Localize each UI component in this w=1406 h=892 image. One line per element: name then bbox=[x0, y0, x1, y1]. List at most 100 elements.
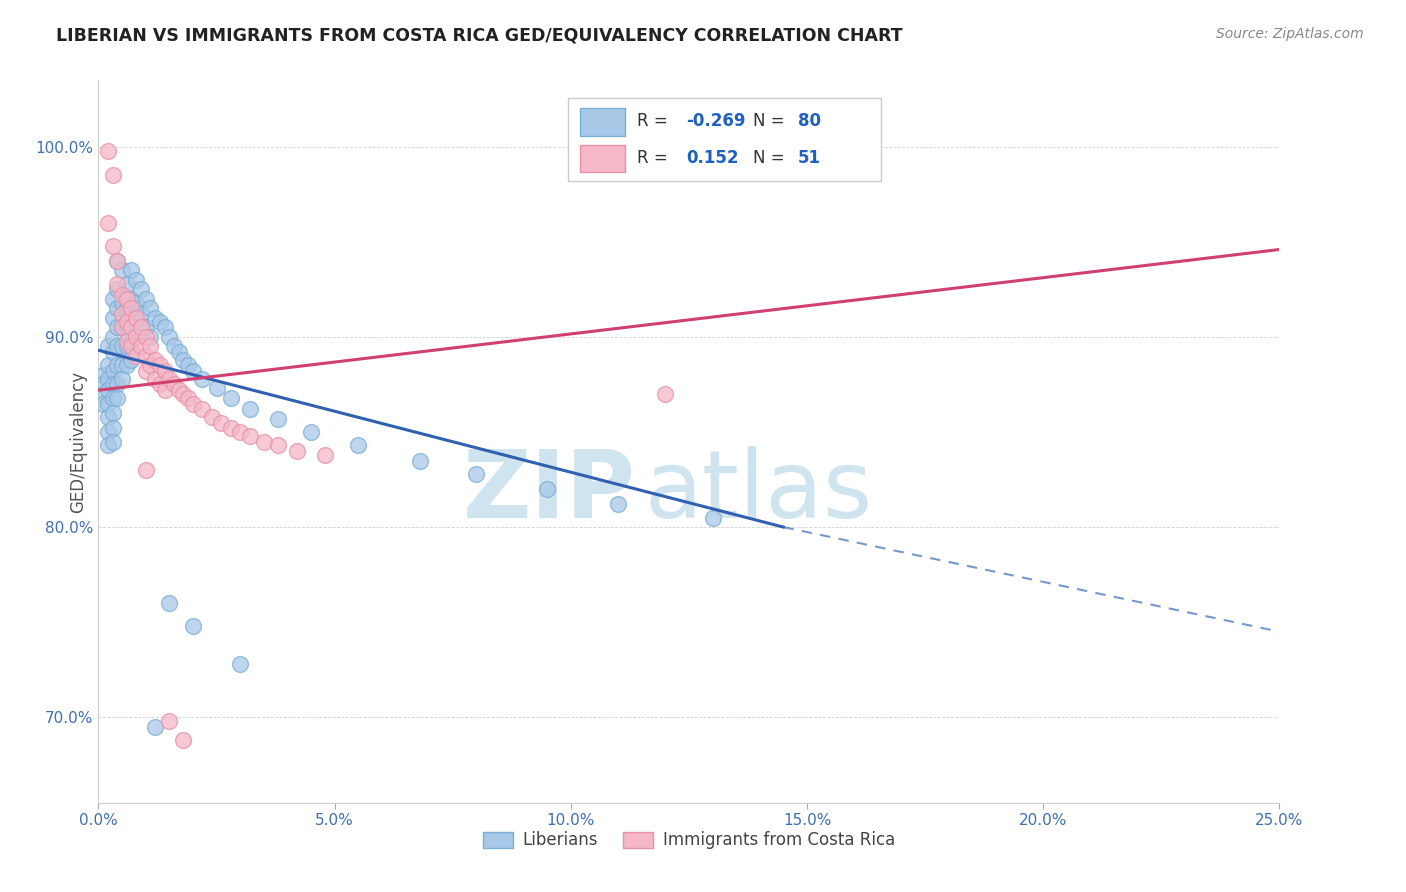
Point bbox=[167, 383, 190, 397]
Point bbox=[314, 448, 336, 462]
Point bbox=[121, 292, 143, 306]
Point bbox=[105, 320, 128, 334]
Point bbox=[111, 288, 134, 302]
Text: R =: R = bbox=[637, 112, 673, 130]
Point bbox=[111, 320, 134, 334]
Point bbox=[139, 359, 162, 373]
Point bbox=[121, 263, 143, 277]
Point bbox=[285, 444, 308, 458]
Point bbox=[111, 263, 134, 277]
Point bbox=[267, 411, 290, 425]
Point bbox=[149, 315, 172, 329]
Point bbox=[181, 364, 204, 378]
Point bbox=[219, 421, 242, 435]
Point bbox=[101, 345, 124, 359]
Text: atlas: atlas bbox=[644, 446, 872, 538]
Point bbox=[139, 339, 162, 353]
Point bbox=[125, 315, 148, 329]
Point bbox=[105, 391, 128, 405]
Point bbox=[97, 425, 120, 439]
Point bbox=[115, 292, 138, 306]
Point bbox=[97, 216, 120, 230]
Point bbox=[101, 391, 124, 405]
Point bbox=[105, 282, 128, 296]
Point bbox=[91, 368, 114, 382]
Point bbox=[97, 372, 120, 386]
Point bbox=[115, 359, 138, 373]
Point bbox=[121, 352, 143, 367]
Point bbox=[115, 334, 138, 348]
Point bbox=[97, 144, 120, 158]
Point bbox=[125, 273, 148, 287]
Point bbox=[191, 372, 214, 386]
Point bbox=[153, 320, 176, 334]
Point bbox=[219, 391, 242, 405]
Point bbox=[135, 364, 157, 378]
Point bbox=[115, 339, 138, 353]
Point bbox=[163, 339, 186, 353]
Point bbox=[135, 292, 157, 306]
Point bbox=[101, 169, 124, 183]
Point bbox=[157, 596, 180, 610]
Point bbox=[101, 434, 124, 449]
Point bbox=[239, 402, 262, 417]
Point bbox=[91, 396, 114, 410]
Point bbox=[181, 619, 204, 633]
Point bbox=[91, 377, 114, 392]
Point bbox=[172, 733, 194, 747]
Point bbox=[129, 320, 152, 334]
Point bbox=[115, 301, 138, 316]
Point bbox=[181, 396, 204, 410]
Point bbox=[167, 345, 190, 359]
Point bbox=[101, 364, 124, 378]
Point bbox=[172, 352, 194, 367]
Point bbox=[654, 387, 676, 401]
Point bbox=[607, 497, 630, 511]
Point bbox=[205, 381, 228, 395]
Point bbox=[135, 349, 157, 363]
Text: N =: N = bbox=[752, 112, 790, 130]
Point bbox=[125, 295, 148, 310]
Point bbox=[97, 396, 120, 410]
Point bbox=[299, 425, 322, 439]
Point bbox=[239, 429, 262, 443]
Point bbox=[177, 391, 200, 405]
Point bbox=[129, 282, 152, 296]
Point bbox=[135, 330, 157, 344]
Point bbox=[101, 310, 124, 325]
Point bbox=[101, 406, 124, 420]
Point bbox=[191, 402, 214, 417]
Point bbox=[111, 339, 134, 353]
Point bbox=[105, 359, 128, 373]
Point bbox=[97, 359, 120, 373]
Point bbox=[101, 330, 124, 344]
Point bbox=[115, 315, 138, 329]
Point bbox=[129, 307, 152, 321]
Point bbox=[101, 377, 124, 392]
Point bbox=[347, 438, 370, 452]
Point bbox=[229, 425, 252, 439]
Point bbox=[143, 372, 166, 386]
Point bbox=[101, 238, 124, 252]
Point bbox=[172, 387, 194, 401]
FancyBboxPatch shape bbox=[581, 109, 626, 136]
Point bbox=[157, 330, 180, 344]
Point bbox=[97, 383, 120, 397]
Point bbox=[105, 277, 128, 291]
Text: 80: 80 bbox=[797, 112, 821, 130]
Legend: Liberians, Immigrants from Costa Rica: Liberians, Immigrants from Costa Rica bbox=[475, 824, 903, 856]
Point bbox=[121, 310, 143, 325]
Point bbox=[105, 339, 128, 353]
Text: 51: 51 bbox=[797, 149, 821, 167]
FancyBboxPatch shape bbox=[581, 145, 626, 172]
Text: 0.152: 0.152 bbox=[686, 149, 740, 167]
Point bbox=[101, 292, 124, 306]
Point bbox=[702, 510, 724, 524]
Point bbox=[201, 409, 224, 424]
Point bbox=[408, 453, 430, 467]
Point bbox=[101, 421, 124, 435]
Point bbox=[121, 301, 143, 316]
Point bbox=[229, 657, 252, 671]
Point bbox=[135, 463, 157, 477]
Point bbox=[125, 310, 148, 325]
